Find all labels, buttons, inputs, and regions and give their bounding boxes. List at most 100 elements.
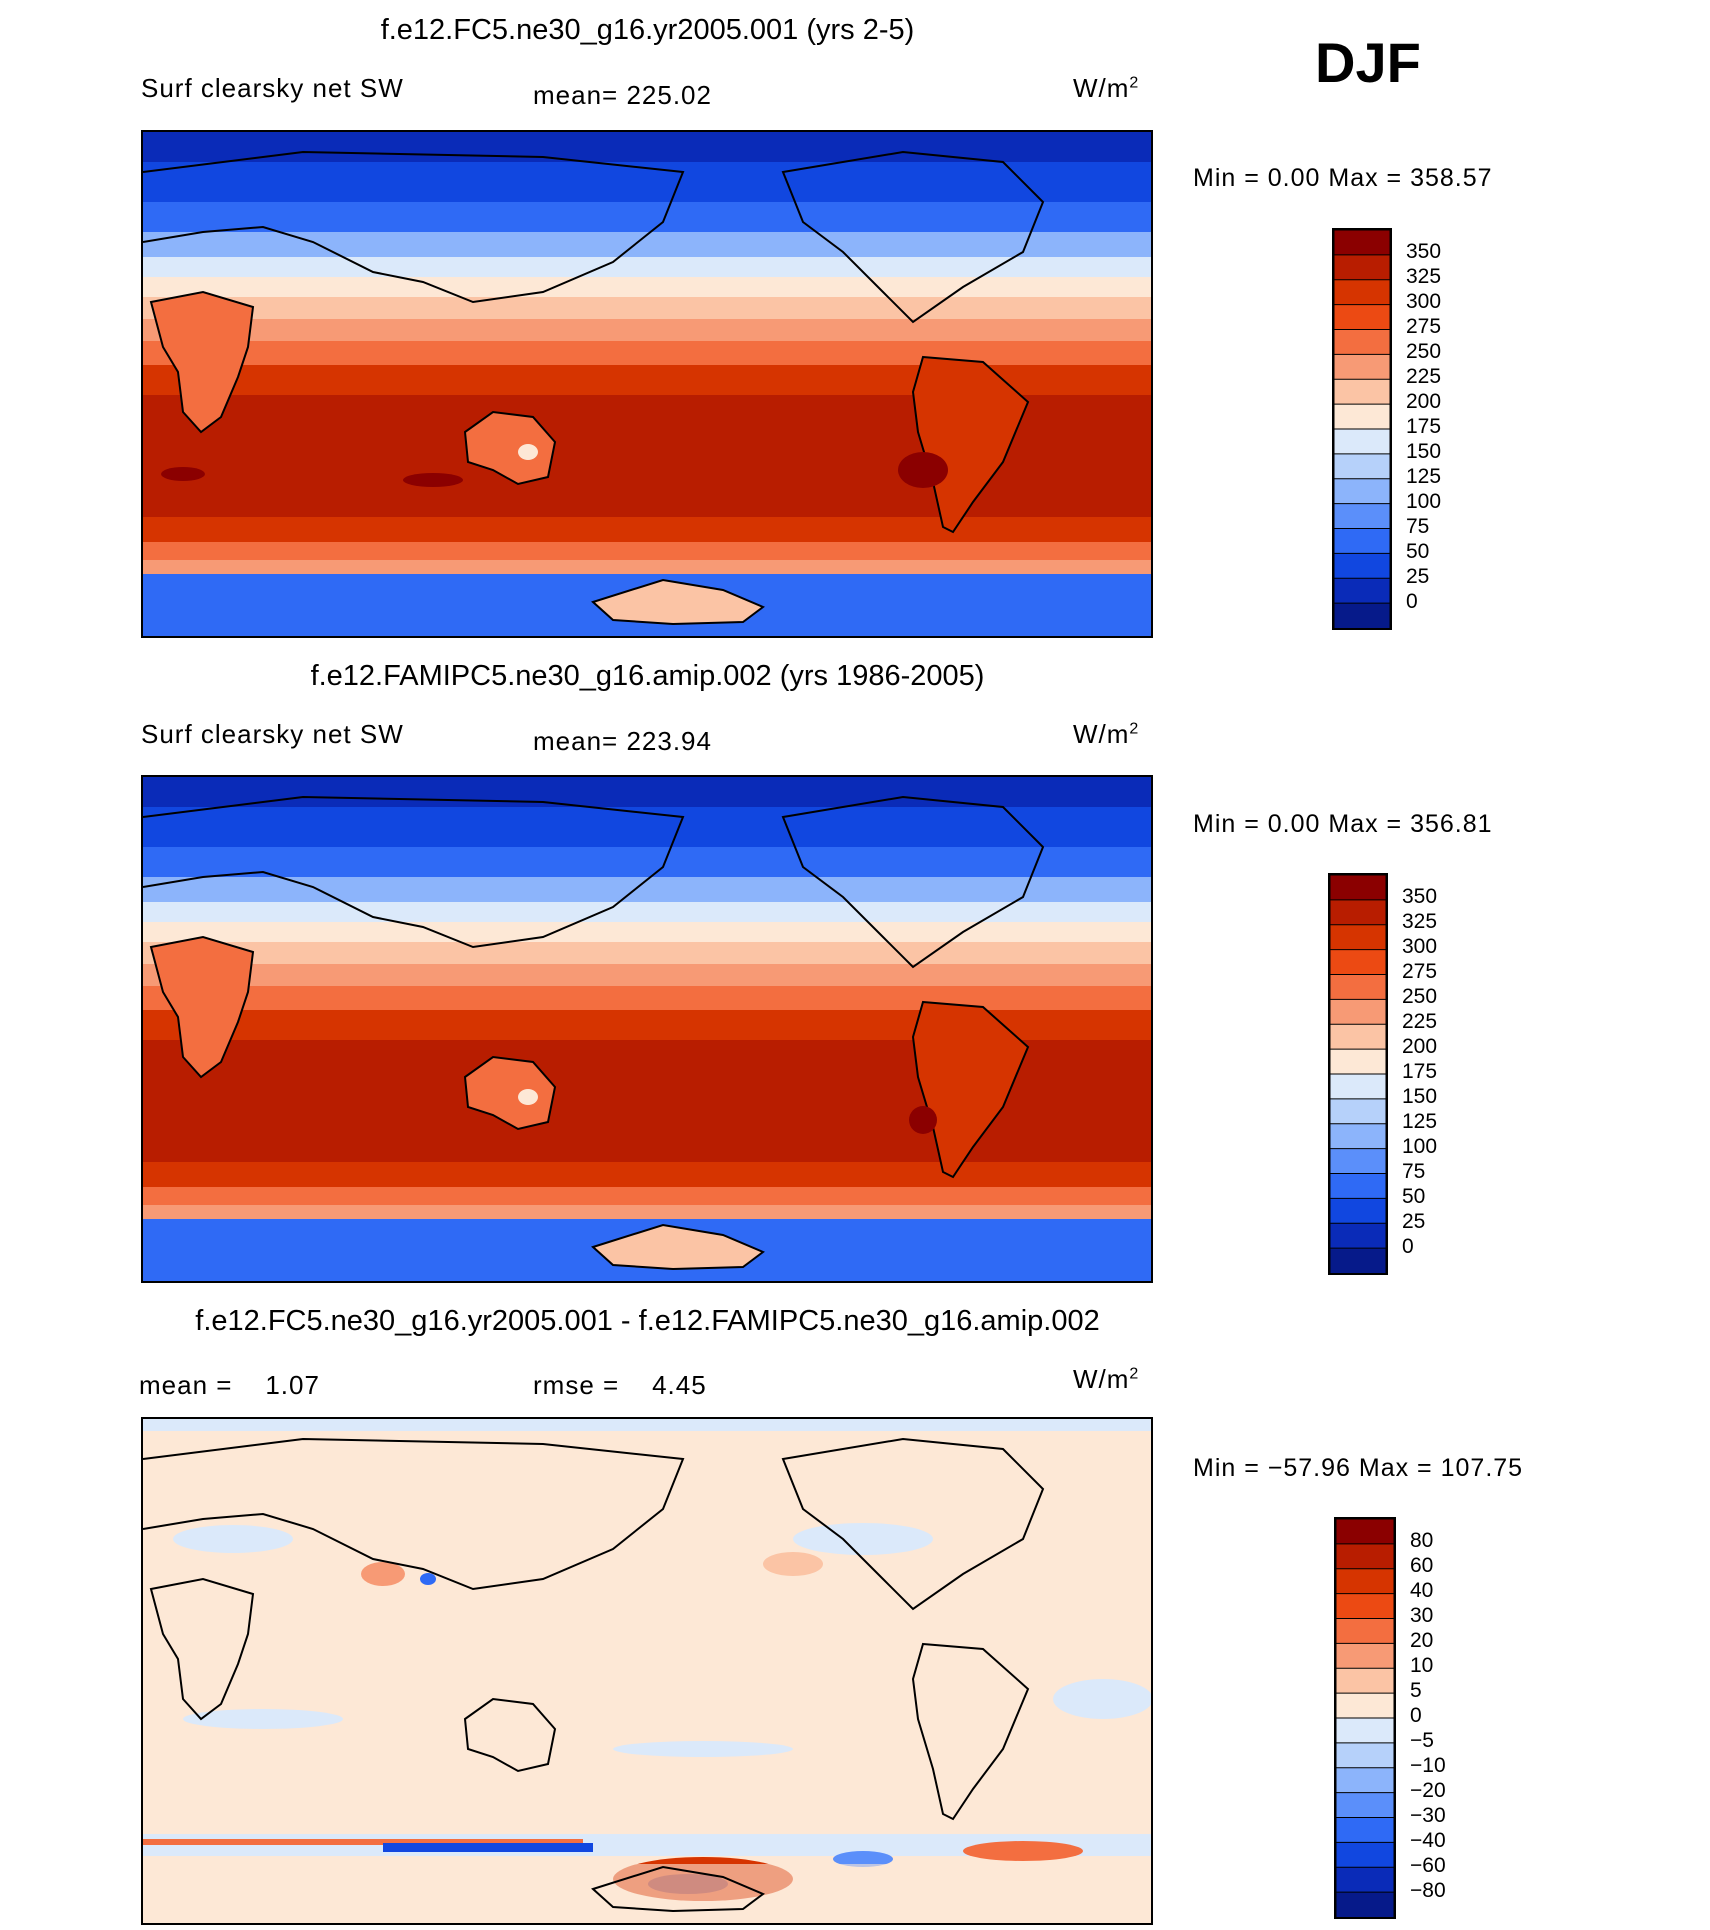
coastline-north-america <box>781 150 1045 324</box>
panel2-map <box>141 775 1153 1283</box>
colorbar-tick-label: 20 <box>1410 1629 1434 1652</box>
positive-patch <box>963 1841 1083 1861</box>
colorbar-swatch <box>1335 1891 1395 1919</box>
coastline-australia <box>463 1055 557 1131</box>
colorbar-tick-label: 75 <box>1406 515 1430 538</box>
colorbar-swatch <box>1329 1123 1387 1150</box>
colorbar-swatch <box>1333 279 1391 306</box>
band <box>143 1864 1151 1923</box>
colorbar-tick-label: 125 <box>1402 1110 1438 1133</box>
colorbar-swatch <box>1335 1866 1395 1894</box>
panel1-colorbar-swatches <box>1333 229 1391 630</box>
positive-patch <box>763 1552 823 1576</box>
hotspot <box>518 1089 538 1105</box>
negative-patch <box>173 1525 293 1553</box>
colorbar-swatch <box>1333 403 1391 431</box>
colorbar-swatch <box>1335 1593 1395 1620</box>
panel3-units: W/m2 <box>1073 1364 1140 1394</box>
band <box>143 1187 1151 1205</box>
panel2-colorbar-swatches <box>1329 874 1387 1275</box>
colorbar-swatch <box>1329 1023 1387 1051</box>
colorbar-swatch <box>1333 478 1391 505</box>
colorbar-swatch <box>1333 353 1391 381</box>
band <box>143 902 1151 922</box>
band <box>143 297 1151 319</box>
colorbar-swatch <box>1333 378 1391 406</box>
panel1-field-label: Surf clearsky net SW <box>141 73 404 103</box>
coastline-africa <box>149 935 255 1079</box>
colorbar-tick-label: −10 <box>1410 1754 1446 1777</box>
colorbar-tick-label: 10 <box>1410 1654 1434 1677</box>
hotspot <box>403 473 463 487</box>
colorbar-swatch <box>1333 428 1391 455</box>
coastline-australia <box>463 1697 557 1773</box>
colorbar-swatch <box>1335 1518 1395 1545</box>
colorbar-tick-label: 250 <box>1402 985 1438 1008</box>
colorbar-tick-label: 175 <box>1402 1060 1438 1083</box>
hotspot <box>909 1106 937 1134</box>
coastline-south-america <box>911 1642 1030 1821</box>
band <box>143 922 1151 942</box>
panel1-map <box>141 130 1153 638</box>
coastline-north-america <box>781 795 1045 969</box>
colorbar-swatch <box>1333 503 1391 530</box>
panel2-mean-label: mean= 223.94 <box>533 726 712 756</box>
colorbar-swatch <box>1329 874 1387 901</box>
coastline-africa <box>149 1577 255 1721</box>
colorbar-tick-label: −40 <box>1410 1829 1446 1852</box>
colorbar-swatch <box>1329 1173 1387 1200</box>
positive-patch <box>361 1562 405 1586</box>
band <box>143 319 1151 341</box>
colorbar-tick-label: 50 <box>1406 540 1430 563</box>
colorbar-swatch <box>1335 1767 1395 1794</box>
band <box>143 877 1151 902</box>
colorbar-swatch <box>1329 1073 1387 1100</box>
colorbar-swatch <box>1329 1222 1387 1250</box>
band <box>143 777 1151 807</box>
coastline-eurasia <box>143 1437 685 1591</box>
negative-patch <box>1053 1679 1151 1719</box>
panel1-minmax: Min = 0.00 Max = 358.57 <box>1193 164 1493 192</box>
panel3-minmax: Min = −57.96 Max = 107.75 <box>1193 1454 1524 1482</box>
colorbar-tick-label: 200 <box>1402 1035 1438 1058</box>
colorbar-swatch <box>1333 528 1391 555</box>
band <box>143 964 1151 986</box>
panel1-title: f.e12.FC5.ne30_g16.yr2005.001 (yrs 2-5) <box>380 14 915 46</box>
panel3-map <box>141 1417 1153 1925</box>
band <box>143 1419 1151 1431</box>
colorbar-swatch <box>1333 453 1391 480</box>
colorbar-tick-label: 325 <box>1402 910 1438 933</box>
colorbar-tick-label: 80 <box>1410 1529 1434 1552</box>
colorbar-swatch <box>1329 924 1387 951</box>
colorbar-tick-label: 150 <box>1406 440 1442 463</box>
colorbar-tick-label: 175 <box>1406 415 1442 438</box>
colorbar-tick-label: 25 <box>1402 1210 1426 1233</box>
panel2-field-label: Surf clearsky net SW <box>141 719 404 749</box>
colorbar-swatch <box>1329 949 1387 976</box>
colorbar-swatch <box>1335 1618 1395 1645</box>
colorbar-tick-label: −5 <box>1410 1729 1434 1752</box>
colorbar-tick-label: 225 <box>1406 365 1442 388</box>
band <box>143 942 1151 964</box>
hotspot <box>518 444 538 460</box>
band <box>143 1162 1151 1187</box>
colorbar-tick-label: 225 <box>1402 1010 1438 1033</box>
colorbar-swatch <box>1335 1717 1395 1744</box>
colorbar-tick-label: −80 <box>1410 1879 1446 1902</box>
colorbar-swatch <box>1329 974 1387 1001</box>
panel1-units: W/m2 <box>1073 73 1140 103</box>
colorbar-swatch <box>1333 329 1391 356</box>
band <box>143 847 1151 877</box>
hotspot <box>161 467 205 481</box>
colorbar-tick-label: 5 <box>1410 1679 1422 1702</box>
panel2-units: W/m2 <box>1073 719 1140 749</box>
colorbar-swatch <box>1335 1667 1395 1695</box>
band <box>383 1843 593 1852</box>
panel3-mean-label: mean = 1.07 <box>139 1370 320 1400</box>
colorbar-swatch <box>1329 1048 1387 1076</box>
colorbar-tick-label: 0 <box>1402 1235 1414 1258</box>
panel1-colorbar <box>1332 228 1392 630</box>
colorbar-tick-label: 325 <box>1406 265 1442 288</box>
colorbar-tick-label: 200 <box>1406 390 1442 413</box>
coastline-africa <box>149 290 255 434</box>
